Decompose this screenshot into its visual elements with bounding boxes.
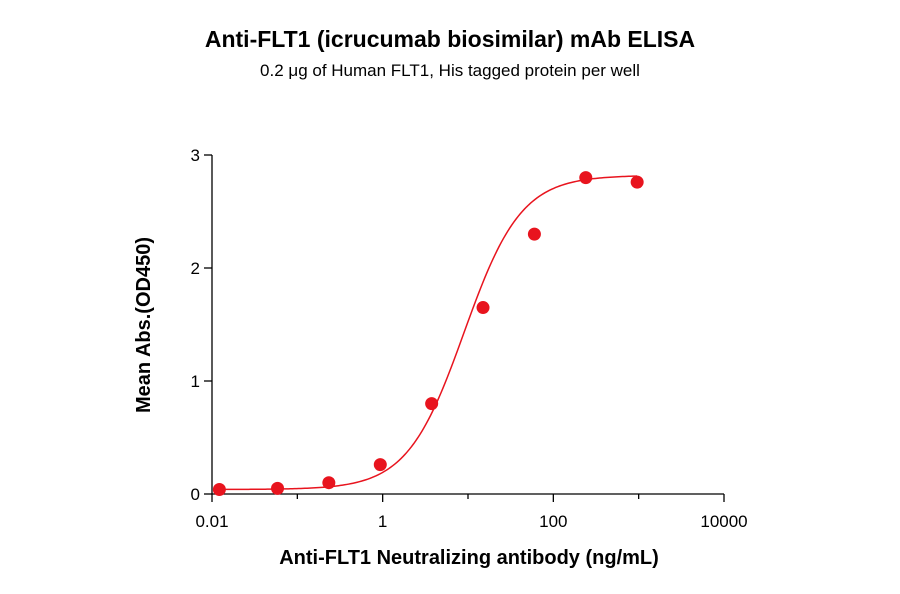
- data-points: [212, 171, 644, 496]
- fit-curve: [219, 175, 638, 491]
- data-point: [322, 476, 336, 490]
- data-point: [579, 171, 593, 185]
- x-tick-label: 10000: [700, 512, 747, 531]
- x-tick-label: 100: [539, 512, 567, 531]
- y-tick-label: 3: [191, 146, 200, 165]
- x-axis-title: Anti-FLT1 Neutralizing antibody (ng/mL): [279, 547, 659, 569]
- data-point: [373, 458, 387, 472]
- x-tick-label: 1: [378, 512, 387, 531]
- x-tick-label: 0.01: [195, 512, 228, 531]
- y-axis-title: Mean Abs.(OD450): [133, 237, 155, 413]
- data-point: [476, 301, 490, 315]
- axes: 0 1 2 3 0.01 1 100 10000: [191, 146, 748, 531]
- data-point: [271, 481, 285, 495]
- y-tick-label: 1: [191, 372, 200, 391]
- data-point: [425, 397, 439, 411]
- y-tick-label: 0: [191, 485, 200, 504]
- chart-subtitle: 0.2 μg of Human FLT1, His tagged protein…: [260, 61, 640, 80]
- chart-title: Anti-FLT1 (icrucumab biosimilar) mAb ELI…: [204, 26, 696, 52]
- y-tick-label: 2: [191, 259, 200, 278]
- data-point: [212, 482, 226, 496]
- data-point: [527, 227, 541, 241]
- data-point: [630, 175, 644, 189]
